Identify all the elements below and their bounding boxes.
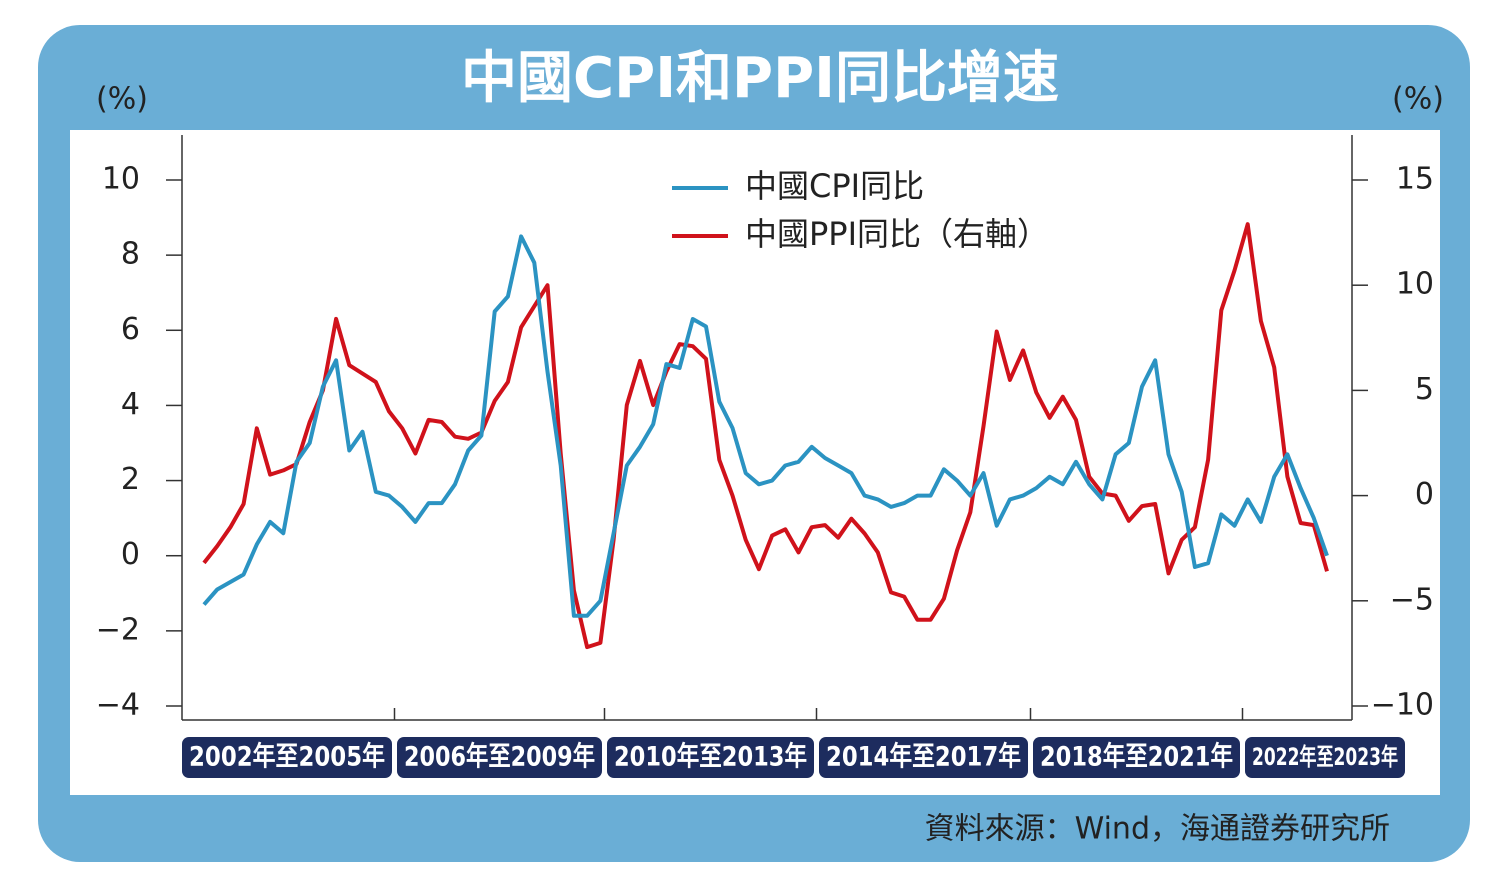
y2-tick-label: 10	[1396, 267, 1434, 302]
chart-title: 中國CPI和PPI同比增速	[461, 46, 1059, 111]
y2-tick-label: −5	[1390, 582, 1434, 617]
y2-tick-label: −10	[1371, 688, 1434, 723]
legend-label: 中國CPI同比	[745, 167, 924, 205]
series-line	[202, 222, 1329, 650]
x-group-tab	[397, 737, 602, 778]
y2-tick-label: 5	[1415, 372, 1434, 407]
x-group-label: 2006年至2009年	[404, 741, 595, 773]
x-group-label: 2002年至2005年	[189, 741, 385, 773]
y-tick-label: −4	[96, 688, 140, 723]
x-group-label: 2014年至2017年	[826, 741, 1021, 773]
x-group-tab	[1245, 737, 1405, 778]
y2-tick-label: 0	[1415, 477, 1434, 512]
x-group-tab	[182, 737, 392, 778]
x-group-label: 2018年至2021年	[1040, 741, 1233, 773]
y-tick-label: 4	[121, 387, 140, 422]
y-tick-label: 0	[121, 537, 140, 572]
x-group-label: 2010年至2013年	[614, 741, 807, 773]
x-group-tab	[1033, 737, 1240, 778]
y-tick-label: 6	[121, 312, 140, 347]
y2-axis-label: (%)	[1392, 82, 1444, 117]
y-tick-label: 8	[121, 237, 140, 272]
source: 資料來源：Wind，海通證券研究所	[925, 812, 1390, 847]
y-tick-label: −2	[96, 612, 140, 647]
y2-tick-label: 15	[1396, 162, 1434, 197]
y-tick-label: 10	[102, 162, 140, 197]
series-line	[202, 234, 1329, 618]
y-tick-label: 2	[121, 462, 140, 497]
x-group-tab	[819, 737, 1028, 778]
y-axis-label: (%)	[96, 82, 148, 117]
x-group-tab	[607, 737, 814, 778]
x-group-label: 2022年至2023年	[1252, 743, 1398, 771]
legend-label: 中國PPI同比（右軸）	[745, 215, 1049, 253]
